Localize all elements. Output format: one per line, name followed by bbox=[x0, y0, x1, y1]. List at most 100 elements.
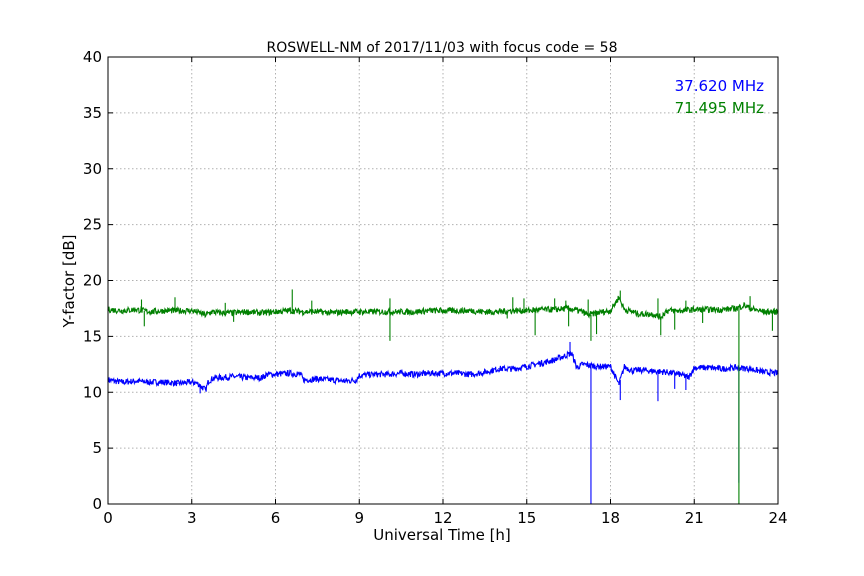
series-point bbox=[386, 373, 388, 375]
series-point bbox=[274, 311, 277, 313]
series-point bbox=[344, 380, 346, 382]
series-point bbox=[196, 382, 198, 384]
series-point bbox=[743, 304, 746, 306]
series-point bbox=[763, 311, 765, 313]
series-point bbox=[707, 367, 709, 369]
series-point bbox=[266, 373, 268, 375]
x-tick-label: 3 bbox=[187, 509, 197, 527]
y-tick-label: 30 bbox=[83, 160, 102, 178]
y-tick-label: 40 bbox=[83, 48, 102, 66]
x-tick-label: 24 bbox=[768, 509, 787, 527]
series-point bbox=[512, 368, 514, 370]
series-point bbox=[665, 371, 667, 373]
series-point bbox=[540, 308, 542, 311]
series-point bbox=[442, 310, 444, 312]
y-tick-label: 5 bbox=[92, 439, 102, 457]
series-point bbox=[219, 377, 221, 379]
series-point bbox=[570, 352, 573, 354]
y-axis-label: Y-factor [dB] bbox=[60, 234, 78, 328]
series-point bbox=[302, 379, 305, 381]
series-point bbox=[177, 310, 179, 312]
series-point bbox=[149, 381, 151, 383]
series-point bbox=[358, 311, 360, 313]
series-point bbox=[316, 378, 318, 380]
series-point bbox=[456, 310, 458, 312]
series-point bbox=[618, 383, 620, 386]
series-point bbox=[288, 372, 291, 374]
series-point bbox=[205, 314, 207, 316]
y-tick-label: 25 bbox=[83, 216, 102, 234]
series-point bbox=[358, 374, 360, 377]
series-point bbox=[595, 365, 598, 368]
grid bbox=[108, 57, 778, 504]
series-point bbox=[177, 382, 179, 384]
x-tick-label: 6 bbox=[271, 509, 281, 527]
series-point bbox=[688, 377, 690, 379]
series-point bbox=[679, 373, 681, 375]
series-point bbox=[233, 376, 235, 378]
y-tick-label: 20 bbox=[83, 272, 102, 290]
series-point bbox=[618, 296, 620, 298]
series-point bbox=[470, 310, 472, 312]
series-2 bbox=[107, 289, 779, 504]
series-point bbox=[428, 372, 430, 374]
x-axis-label: Universal Time [h] bbox=[373, 526, 511, 544]
series-point bbox=[414, 373, 416, 375]
y-tick-label: 35 bbox=[83, 104, 102, 122]
x-tick-label: 9 bbox=[354, 509, 364, 527]
x-tick-label: 21 bbox=[685, 509, 704, 527]
y-tick-label: 0 bbox=[92, 495, 102, 513]
series-point bbox=[149, 311, 151, 313]
series-point bbox=[121, 310, 123, 312]
series-point bbox=[456, 372, 458, 374]
legend-entry-series-1: 37.620 MHz bbox=[675, 77, 764, 95]
series-point bbox=[199, 312, 201, 314]
x-tick-label: 12 bbox=[433, 509, 452, 527]
series-point bbox=[623, 365, 626, 368]
series-point bbox=[693, 367, 695, 369]
series-point bbox=[623, 308, 626, 311]
series-point bbox=[191, 381, 193, 383]
series-point bbox=[207, 380, 210, 382]
series-line bbox=[107, 295, 779, 321]
series-point bbox=[484, 371, 486, 373]
series-point bbox=[721, 368, 723, 370]
series-point bbox=[163, 381, 165, 383]
series-point bbox=[651, 313, 653, 315]
series-point bbox=[372, 373, 374, 375]
series-point bbox=[651, 370, 653, 372]
series-point bbox=[707, 308, 709, 311]
series-point bbox=[484, 311, 486, 313]
series-point bbox=[400, 311, 402, 313]
x-tick-label: 0 bbox=[103, 509, 113, 527]
series-point bbox=[135, 380, 137, 382]
series-point bbox=[526, 310, 528, 312]
series-point bbox=[442, 372, 444, 374]
series-point bbox=[693, 308, 695, 311]
series-point bbox=[637, 369, 640, 371]
series-point bbox=[735, 307, 737, 310]
series-point bbox=[470, 373, 472, 375]
series-point bbox=[576, 367, 578, 369]
series-point bbox=[202, 387, 204, 389]
series-point bbox=[246, 377, 249, 379]
series-point bbox=[163, 310, 165, 312]
series-point bbox=[330, 312, 332, 314]
series-point bbox=[609, 365, 612, 368]
series-point bbox=[274, 373, 277, 375]
series-point bbox=[562, 355, 564, 358]
series-point bbox=[344, 311, 346, 313]
series-point bbox=[121, 381, 123, 383]
series-point bbox=[400, 372, 402, 374]
series-point bbox=[581, 363, 584, 365]
series-point bbox=[498, 311, 500, 313]
series-point bbox=[372, 311, 374, 313]
series-point bbox=[637, 313, 640, 315]
series-point bbox=[288, 310, 291, 312]
series-point bbox=[386, 311, 388, 313]
series-point bbox=[316, 311, 318, 313]
y-tick-label: 10 bbox=[83, 383, 102, 401]
series-point bbox=[330, 379, 332, 381]
